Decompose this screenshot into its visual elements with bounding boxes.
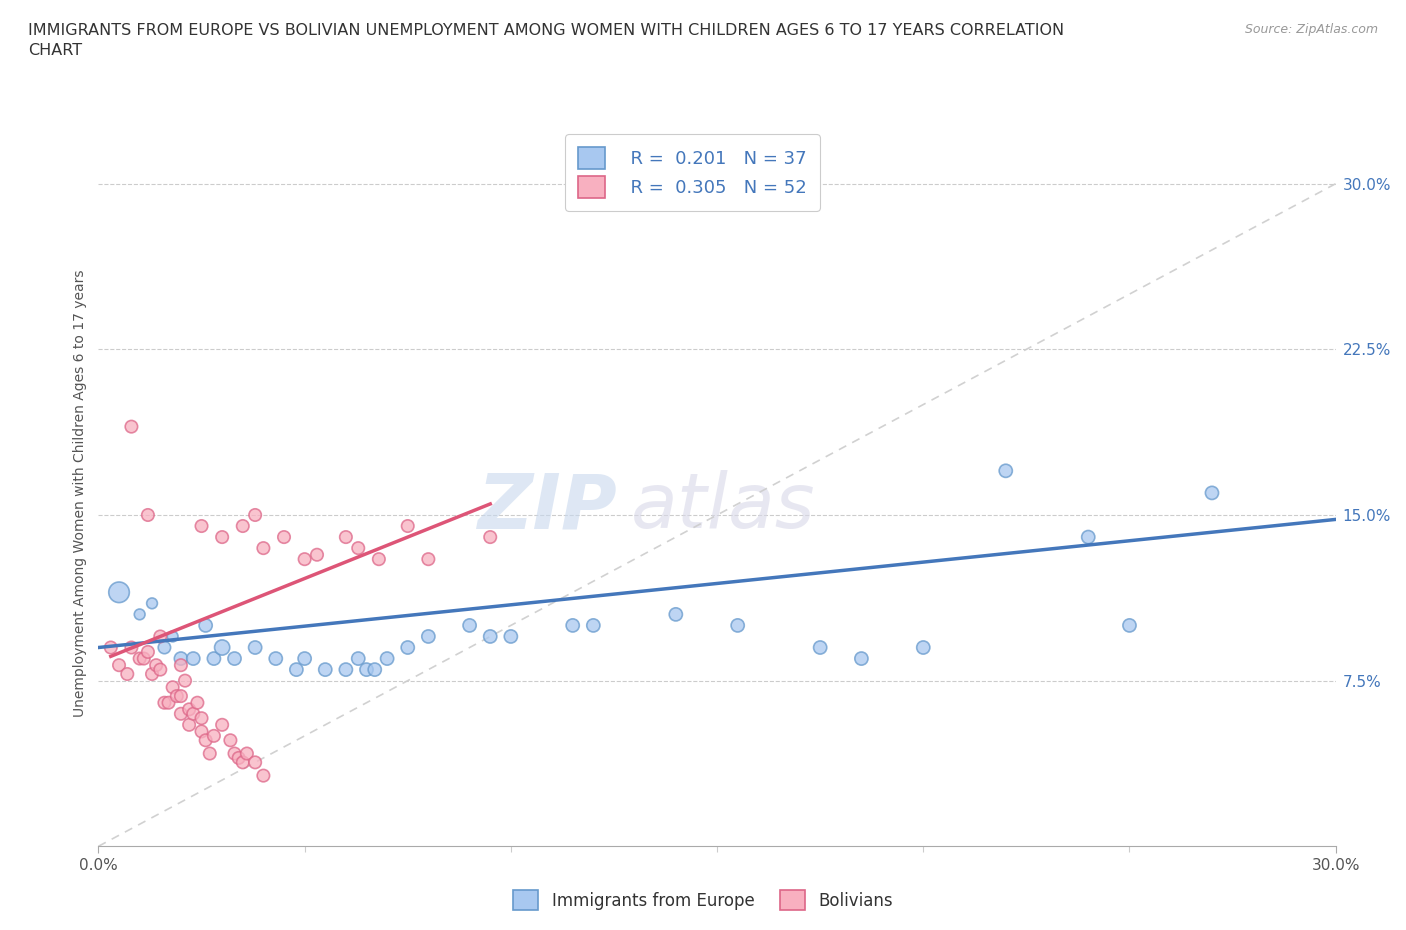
Legend:   R =  0.201   N = 37,   R =  0.305   N = 52: R = 0.201 N = 37, R = 0.305 N = 52 xyxy=(565,135,820,211)
Point xyxy=(224,746,246,761)
Point xyxy=(128,607,150,622)
Point xyxy=(211,640,233,655)
Point xyxy=(211,530,233,545)
Point xyxy=(335,530,357,545)
Point xyxy=(243,755,266,770)
Point xyxy=(479,530,502,545)
Point xyxy=(157,696,180,711)
Point xyxy=(912,640,935,655)
Point xyxy=(108,658,131,672)
Point xyxy=(1118,618,1140,633)
Point xyxy=(170,688,193,704)
Point xyxy=(136,644,159,659)
Point xyxy=(149,629,172,644)
Point xyxy=(170,651,193,666)
Point xyxy=(375,651,398,666)
Text: ZIP: ZIP xyxy=(478,470,619,544)
Point xyxy=(314,662,336,677)
Point xyxy=(252,540,274,555)
Point xyxy=(243,508,266,523)
Point xyxy=(364,662,387,677)
Point xyxy=(367,551,389,566)
Point xyxy=(347,651,370,666)
Point xyxy=(179,702,201,717)
Point xyxy=(264,651,287,666)
Legend: Immigrants from Europe, Bolivians: Immigrants from Europe, Bolivians xyxy=(506,884,900,917)
Point xyxy=(181,651,204,666)
Point xyxy=(170,707,193,722)
Point xyxy=(194,733,217,748)
Y-axis label: Unemployment Among Women with Children Ages 6 to 17 years: Unemployment Among Women with Children A… xyxy=(73,269,87,717)
Point xyxy=(108,585,131,600)
Point xyxy=(561,618,583,633)
Point xyxy=(149,662,172,677)
Point xyxy=(1201,485,1223,500)
Point xyxy=(335,662,357,677)
Point xyxy=(202,651,225,666)
Point xyxy=(228,751,250,765)
Point xyxy=(294,551,316,566)
Point xyxy=(418,551,440,566)
Point xyxy=(232,755,254,770)
Point xyxy=(136,508,159,523)
Text: atlas: atlas xyxy=(630,470,815,544)
Point xyxy=(128,651,150,666)
Point xyxy=(224,651,246,666)
Point xyxy=(120,640,142,655)
Point xyxy=(145,658,167,672)
Point xyxy=(153,640,176,655)
Point xyxy=(243,640,266,655)
Point xyxy=(162,629,184,644)
Point xyxy=(181,707,204,722)
Point xyxy=(162,680,184,695)
Point xyxy=(141,596,163,611)
Point xyxy=(174,673,197,688)
Point xyxy=(252,768,274,783)
Point xyxy=(396,519,419,534)
Point xyxy=(211,717,233,732)
Point xyxy=(153,696,176,711)
Point xyxy=(1077,530,1099,545)
Point xyxy=(273,530,295,545)
Point xyxy=(179,717,201,732)
Point xyxy=(236,746,259,761)
Point xyxy=(665,607,688,622)
Text: IMMIGRANTS FROM EUROPE VS BOLIVIAN UNEMPLOYMENT AMONG WOMEN WITH CHILDREN AGES 6: IMMIGRANTS FROM EUROPE VS BOLIVIAN UNEMP… xyxy=(28,23,1064,58)
Point xyxy=(499,629,522,644)
Point xyxy=(305,547,328,562)
Point xyxy=(994,463,1017,478)
Point xyxy=(132,651,155,666)
Point xyxy=(198,746,221,761)
Point xyxy=(396,640,419,655)
Point xyxy=(219,733,242,748)
Point xyxy=(356,662,378,677)
Point xyxy=(186,696,208,711)
Point xyxy=(202,728,225,743)
Point xyxy=(194,618,217,633)
Text: Source: ZipAtlas.com: Source: ZipAtlas.com xyxy=(1244,23,1378,36)
Point xyxy=(117,667,139,682)
Point xyxy=(294,651,316,666)
Point xyxy=(100,640,122,655)
Point xyxy=(458,618,481,633)
Point xyxy=(190,711,212,725)
Point xyxy=(479,629,502,644)
Point xyxy=(347,540,370,555)
Point xyxy=(166,688,188,704)
Point xyxy=(190,519,212,534)
Point xyxy=(170,658,193,672)
Point xyxy=(851,651,873,666)
Point xyxy=(727,618,749,633)
Point xyxy=(120,419,142,434)
Point xyxy=(190,724,212,739)
Point xyxy=(285,662,308,677)
Point xyxy=(808,640,831,655)
Point xyxy=(582,618,605,633)
Point xyxy=(232,519,254,534)
Point xyxy=(418,629,440,644)
Point xyxy=(141,667,163,682)
